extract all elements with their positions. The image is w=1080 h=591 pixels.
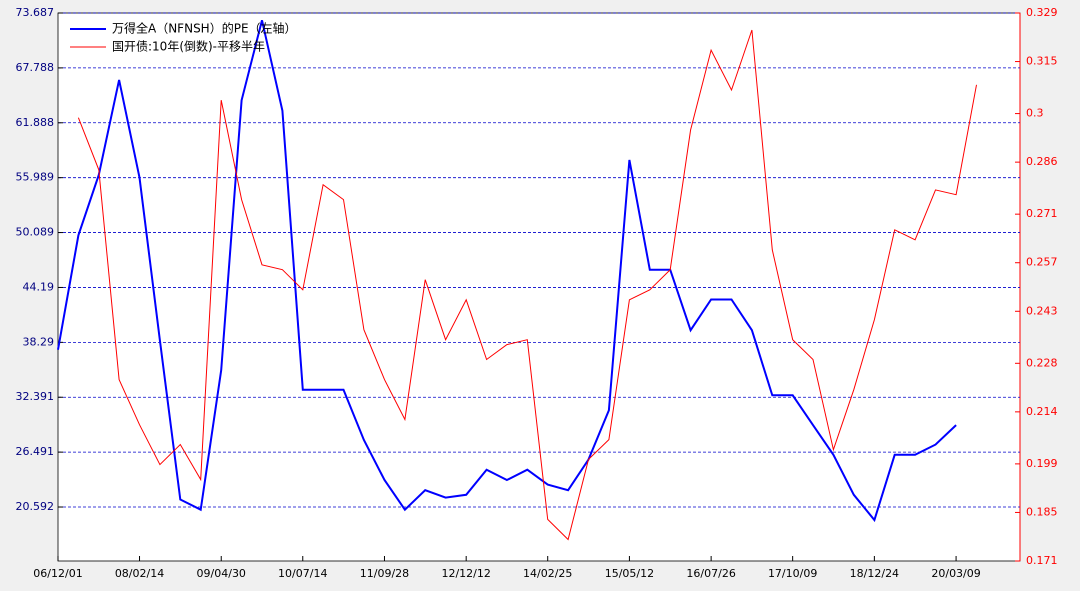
x-tick-label: 12/12/12 xyxy=(441,567,490,580)
x-tick-label: 10/07/14 xyxy=(278,567,327,580)
x-tick-label: 18/12/24 xyxy=(850,567,899,580)
y-tick-label: 50.089 xyxy=(16,226,55,239)
legend-label: 万得全A（NFNSH）的PE（左轴） xyxy=(112,21,297,36)
x-tick-label: 06/12/01 xyxy=(33,567,82,580)
x-tick-label: 14/02/25 xyxy=(523,567,572,580)
y2-tick-label: 0.214 xyxy=(1026,405,1058,418)
plot-area xyxy=(57,12,1021,562)
y-tick-label: 73.687 xyxy=(16,6,55,19)
y2-tick-label: 0.315 xyxy=(1026,55,1058,68)
y-tick-label: 61.888 xyxy=(16,116,55,129)
x-tick-label: 17/10/09 xyxy=(768,567,817,580)
y-tick-label: 32.391 xyxy=(16,390,55,403)
legend-label: 国开债:10年(倒数)-平移半年 xyxy=(112,39,265,54)
series-line xyxy=(77,29,977,541)
y-tick-label: 26.491 xyxy=(16,445,55,458)
y2-tick-label: 0.271 xyxy=(1026,207,1058,220)
y2-tick-label: 0.243 xyxy=(1026,304,1058,317)
x-tick-label: 09/04/30 xyxy=(197,567,246,580)
y2-tick-label: 0.286 xyxy=(1026,155,1058,168)
y2-tick-label: 0.171 xyxy=(1026,554,1058,567)
y-tick-label: 44.19 xyxy=(23,280,55,293)
y2-tick-label: 0.228 xyxy=(1026,356,1058,369)
x-tick-label: 08/02/14 xyxy=(115,567,164,580)
y-tick-label: 67.788 xyxy=(16,61,55,74)
y-tick-label: 20.592 xyxy=(16,500,55,513)
x-tick-label: 16/07/26 xyxy=(686,567,735,580)
y2-tick-label: 0.185 xyxy=(1026,505,1058,518)
x-tick-label: 11/09/28 xyxy=(360,567,409,580)
series-line xyxy=(57,20,957,523)
y-tick-label: 55.989 xyxy=(16,171,55,184)
y-tick-label: 38.29 xyxy=(23,335,55,348)
y2-tick-label: 0.199 xyxy=(1026,457,1058,470)
y2-tick-label: 0.3 xyxy=(1026,107,1044,120)
y2-tick-label: 0.329 xyxy=(1026,6,1058,19)
x-tick-label: 20/03/09 xyxy=(931,567,980,580)
x-tick-label: 15/05/12 xyxy=(605,567,654,580)
y2-tick-label: 0.257 xyxy=(1026,256,1058,269)
